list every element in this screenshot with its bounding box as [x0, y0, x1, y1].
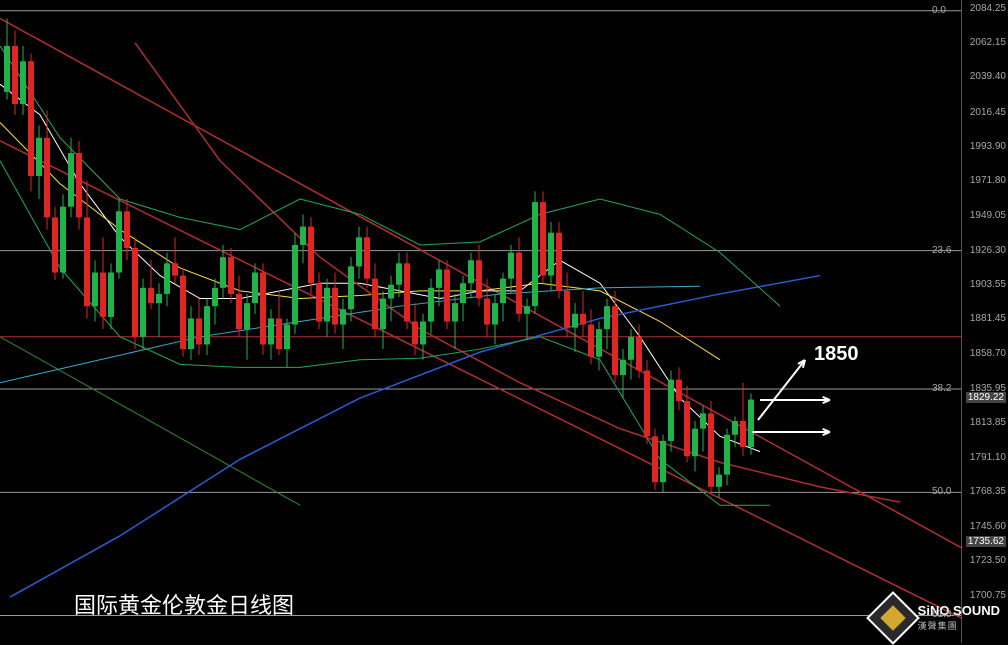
annotation-1850: 1850 — [814, 343, 859, 366]
fib-label: 0.0 — [932, 5, 946, 16]
fib-label: 50.0 — [932, 486, 951, 497]
yaxis-tick: 2016.45 — [970, 107, 1006, 118]
candlestick-chart[interactable] — [0, 0, 962, 643]
yaxis-tick: 1745.60 — [970, 521, 1006, 532]
chart-title: 国际黄金伦敦金日线图 — [74, 588, 294, 620]
yaxis-tick: 1993.90 — [970, 141, 1006, 152]
yaxis-tick: 2062.15 — [970, 37, 1006, 48]
yaxis-tick: 1858.70 — [970, 348, 1006, 359]
yaxis-tick: 1971.80 — [970, 175, 1006, 186]
yaxis-tick: 1926.30 — [970, 245, 1006, 256]
yaxis-tick: 2084.25 — [970, 3, 1006, 14]
yaxis-tick: 1813.85 — [970, 417, 1006, 428]
yaxis-tick: 1881.45 — [970, 313, 1006, 324]
yaxis-tick: 1723.50 — [970, 555, 1006, 566]
yaxis-tick: 1791.10 — [970, 452, 1006, 463]
brand-sub: 漢聲集團 — [918, 619, 1000, 632]
fib-label: 61.8 — [932, 609, 951, 620]
yaxis-tick: 2039.40 — [970, 71, 1006, 82]
yaxis-tick: 1768.35 — [970, 486, 1006, 497]
brand-name: SiNO SOUND — [918, 604, 1000, 618]
yaxis-tick: 1949.05 — [970, 210, 1006, 221]
fib-label: 38.2 — [932, 383, 951, 394]
y-axis: 2084.25 2062.15 2039.40 2016.45 1993.90 1971.… — [961, 0, 1008, 643]
secondary-mark: 1735.62 — [966, 536, 1006, 547]
fib-label: 23.6 — [932, 245, 951, 256]
current-price: 1829.22 — [966, 392, 1006, 403]
yaxis-tick: 1903.55 — [970, 279, 1006, 290]
diamond-icon — [866, 591, 920, 645]
